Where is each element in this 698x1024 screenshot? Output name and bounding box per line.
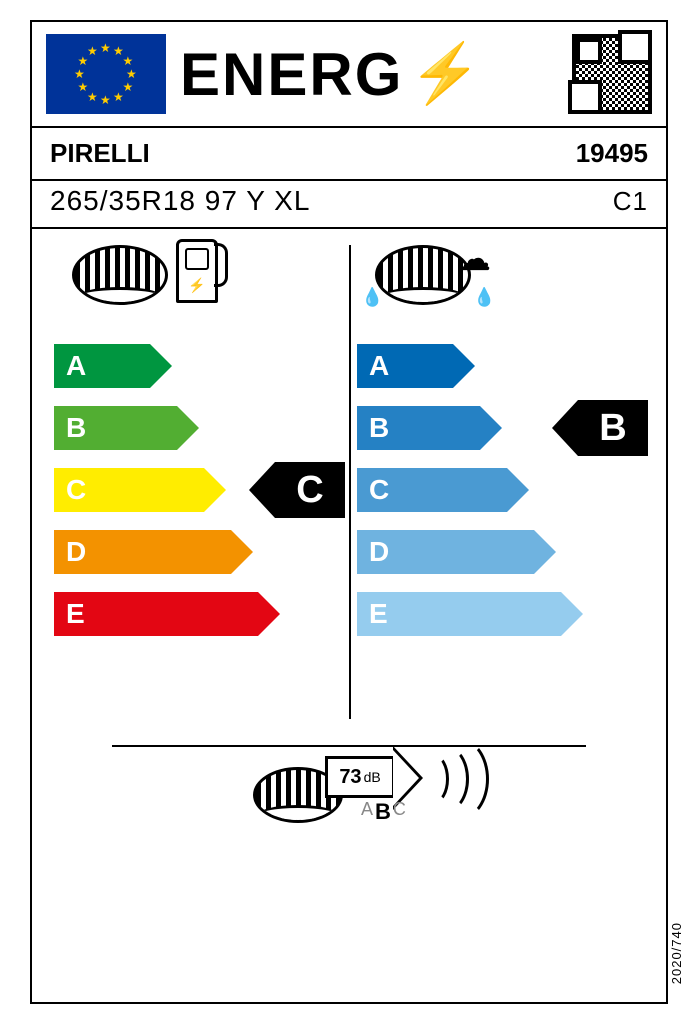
wet-grip-icon: ☁ 💧 💧: [357, 239, 644, 329]
wet-grip-chart: ☁ 💧 💧 ABBCDE: [349, 239, 652, 729]
rating-bar: C: [54, 468, 204, 512]
eu-flag-icon: ★★★★★★★★★★★★: [46, 34, 166, 114]
rating-bar: E: [54, 592, 258, 636]
noise-section: 73 dB ABC: [112, 745, 586, 833]
rating-bar-row: D: [54, 521, 341, 583]
rating-bar: D: [54, 530, 231, 574]
noise-icon: 73 dB ABC: [253, 767, 445, 823]
rating-bar: B: [357, 406, 480, 450]
rating-bar-row: C: [357, 459, 644, 521]
splash-icon: 💧: [473, 287, 495, 308]
energy-text: ENERG: [180, 40, 403, 109]
noise-value: 73: [339, 766, 361, 789]
rating-bar-label: A: [369, 350, 389, 382]
cloud-icon: ☁: [457, 239, 491, 279]
rating-bar-label: C: [369, 474, 389, 506]
rating-bar-row: D: [357, 521, 644, 583]
rating-bar-row: E: [54, 583, 341, 645]
rating-bar: C: [357, 468, 507, 512]
rating-bar-row: BB: [357, 397, 644, 459]
rating-bar-row: CC: [54, 459, 341, 521]
rating-bar-label: D: [66, 536, 86, 568]
rating-bar-label: A: [66, 350, 86, 382]
regulation-reference: 2020/740: [669, 922, 684, 984]
rating-badge: B: [578, 400, 648, 456]
brand-row: PIRELLI 19495: [32, 128, 666, 179]
noise-class-letter: A: [361, 799, 373, 825]
rating-bar-label: E: [66, 598, 85, 630]
bolt-icon: ⚡: [409, 45, 483, 103]
noise-unit: dB: [364, 769, 381, 785]
eu-tyre-label: ★★★★★★★★★★★★ ENERG ⚡ PIRELLI 19495 265/3…: [30, 20, 668, 1004]
noise-class-letter: C: [393, 799, 406, 825]
rating-bar: A: [54, 344, 150, 388]
rating-badge: C: [275, 462, 345, 518]
article-number: 19495: [576, 138, 648, 169]
splash-icon: 💧: [361, 287, 383, 308]
rating-bar-label: B: [66, 412, 86, 444]
noise-class-letter: B: [375, 799, 391, 825]
fuel-efficiency-icon: [54, 239, 341, 329]
brand-name: PIRELLI: [50, 138, 150, 169]
rating-bar: A: [357, 344, 453, 388]
header: ★★★★★★★★★★★★ ENERG ⚡: [32, 22, 666, 126]
energy-heading: ENERG ⚡: [180, 40, 558, 109]
rating-bar-row: A: [54, 335, 341, 397]
size-row: 265/35R18 97 Y XL C1: [32, 181, 666, 227]
noise-class-scale: ABC: [361, 799, 406, 825]
rating-bar: E: [357, 592, 561, 636]
rating-bar-row: E: [357, 583, 644, 645]
rating-charts: ABCCDE ☁ 💧 💧 ABBCDE: [32, 229, 666, 729]
rating-bar-label: B: [369, 412, 389, 444]
noise-value-box: 73 dB: [325, 756, 395, 798]
rating-bar-row: A: [357, 335, 644, 397]
rating-bar: B: [54, 406, 177, 450]
rating-bar-label: C: [66, 474, 86, 506]
rating-bar-row: B: [54, 397, 341, 459]
fuel-efficiency-chart: ABCCDE: [46, 239, 349, 729]
tyre-size: 265/35R18 97 Y XL: [50, 185, 310, 217]
tyre-class: C1: [613, 186, 648, 217]
qr-code-icon: [572, 34, 652, 114]
rating-bar-label: D: [369, 536, 389, 568]
rating-bar: D: [357, 530, 534, 574]
rating-bar-label: E: [369, 598, 388, 630]
